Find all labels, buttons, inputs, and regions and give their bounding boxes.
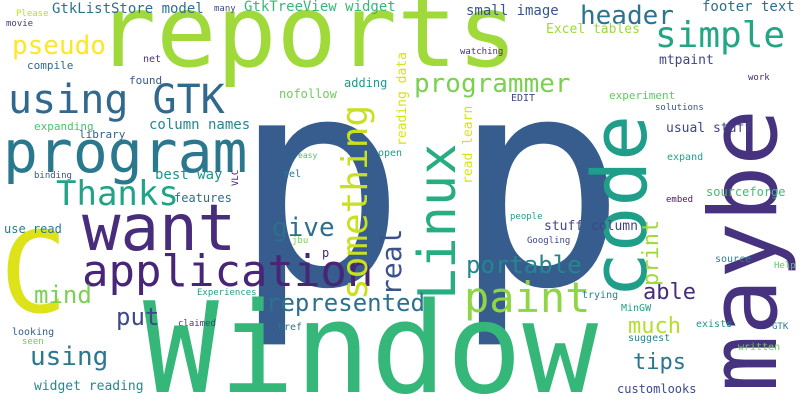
word-widget-reading: widget reading — [34, 379, 144, 394]
word-trying: trying — [582, 290, 619, 301]
word-want: want — [82, 192, 237, 266]
word-window: Window — [143, 275, 599, 400]
word-use-read: use read — [4, 222, 62, 236]
word-claimed: claimed — [178, 319, 216, 329]
word-mind: mind — [34, 281, 92, 309]
word-gtkliststore-model: GtkListStore model — [52, 1, 204, 17]
word-print: print — [639, 219, 664, 286]
word-sourceforge: sourceforge — [706, 185, 786, 199]
word-paint: paint — [464, 273, 591, 322]
word-header: header — [580, 1, 674, 31]
word-net: net — [143, 54, 162, 65]
word-binding: binding — [34, 171, 72, 181]
word-expand: expand — [667, 152, 704, 163]
word-people: people — [510, 212, 543, 222]
word-watching: watching — [460, 47, 504, 57]
word-usual-stuff: usual stuff — [666, 121, 753, 136]
word-vlc: VLC — [231, 169, 241, 186]
word-mingw: MinGW — [621, 303, 652, 314]
word-thanks: Thanks — [56, 174, 179, 214]
word-mtpaint: mtpaint — [659, 53, 714, 68]
word-stuff-column: stuff column — [544, 219, 638, 234]
word-easy: easy — [298, 151, 318, 160]
word-column-names: column names — [149, 117, 251, 133]
word-work: work — [748, 73, 770, 83]
word-many: many — [214, 4, 236, 14]
word-linux: Linux — [408, 143, 468, 300]
word-represented: represented — [266, 289, 425, 317]
word-using-gtk: using GTK — [8, 77, 225, 123]
word-solutions: solutions — [655, 103, 704, 113]
word-excel-tables: Excel tables — [546, 22, 640, 37]
word-pseudo: pseudo — [12, 31, 106, 61]
word-nofollow: nofollow — [279, 87, 337, 101]
word-much: much — [628, 314, 681, 339]
word-expanding: expanding — [34, 120, 94, 133]
word-looking: looking — [12, 327, 55, 338]
word-rel: rel — [283, 169, 302, 180]
word-simple: simple — [655, 15, 786, 56]
word-source: source — [715, 254, 752, 265]
word-customlooks: customlooks — [617, 382, 697, 396]
word-portable: portable — [466, 251, 582, 279]
word-reading-data: reading data — [395, 52, 410, 146]
word-googling: Googling — [527, 236, 571, 246]
word-small-image: small image — [466, 3, 559, 19]
word-application: application — [82, 246, 374, 297]
word-reports: reports — [96, 0, 518, 90]
word-suggest: suggest — [628, 333, 671, 344]
word-href: href — [278, 322, 303, 333]
word-best-way: best way — [155, 167, 223, 183]
word-exists: exists — [696, 319, 733, 330]
word-program: program — [3, 118, 248, 186]
word-compile: compile — [27, 59, 74, 72]
word-written: written — [738, 342, 781, 353]
word-embed: embed — [666, 195, 694, 205]
word-c: C — [0, 209, 68, 339]
word-edit: EDIT — [511, 93, 536, 104]
word-give: give — [272, 213, 335, 243]
word-experiment: experiment — [609, 89, 676, 102]
word-please: Please — [16, 9, 49, 19]
word-programmer: programmer — [414, 69, 571, 99]
word-tips: tips — [633, 350, 686, 375]
word-found: found — [129, 74, 163, 87]
word-experiences: Experiences — [197, 288, 257, 298]
word-library: library — [79, 128, 126, 141]
word-movie: movie — [6, 19, 34, 29]
word-footer-text: footer text — [702, 0, 795, 15]
word-jbu: jbu — [292, 236, 309, 246]
word-features: features — [174, 191, 232, 205]
word-p-small: p — [322, 246, 330, 260]
word-seen: seen — [22, 337, 44, 347]
word-using: using — [30, 342, 109, 372]
word-gtktreeview-widget: GtkTreeView widget — [244, 0, 396, 15]
word-able: able — [643, 280, 696, 305]
word-put: put — [116, 303, 160, 331]
word-something: something — [335, 104, 376, 300]
word-help: Help — [774, 261, 796, 271]
word-p-right: p — [452, 16, 627, 353]
word-p-left: p — [232, 16, 407, 353]
word-read-learn: read learn — [461, 105, 476, 184]
word-real: real — [375, 228, 408, 296]
word-gtk: GTK — [772, 322, 789, 332]
word-open: open — [378, 148, 403, 159]
word-adding: adding — [344, 76, 388, 90]
